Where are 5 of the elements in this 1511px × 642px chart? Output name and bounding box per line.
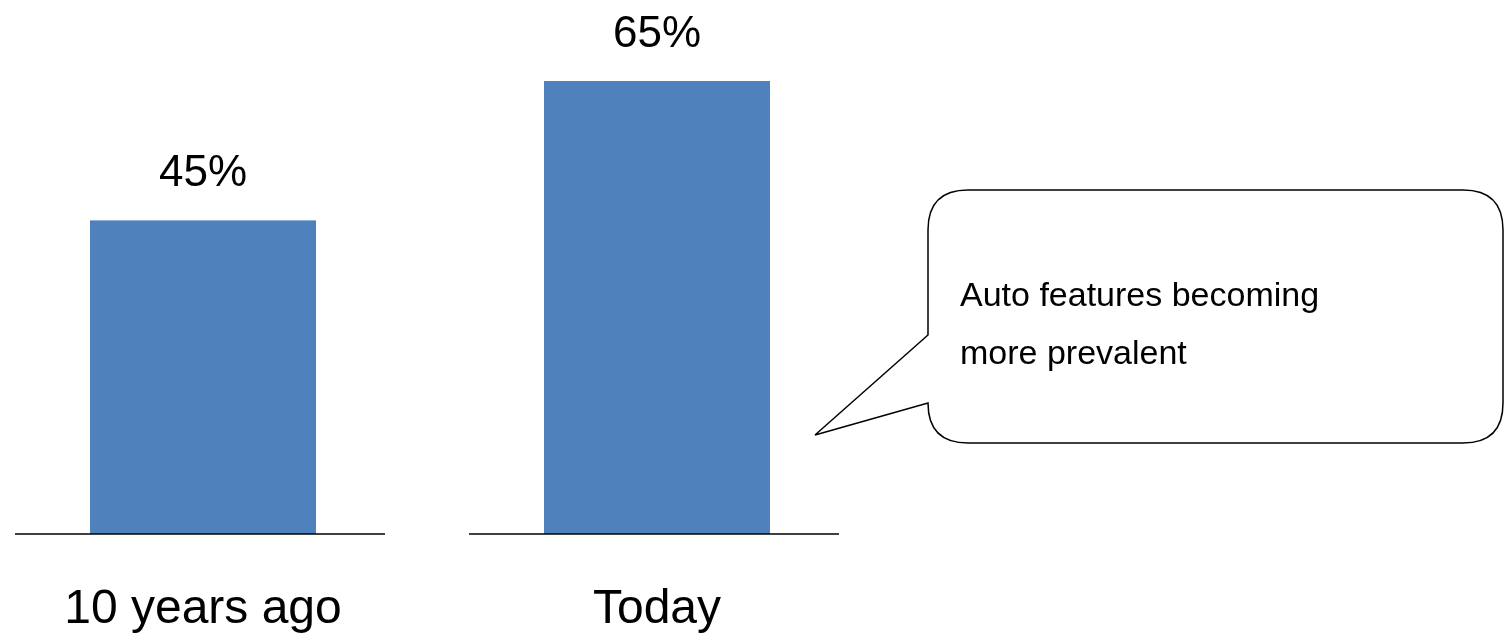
data-label: 65% (612, 7, 702, 56)
data-label: 45% (158, 146, 248, 196)
text: Auto features becoming more prevalent (960, 275, 1320, 371)
x-tick-label: 10 years ago (64, 580, 342, 633)
x-tick-label: Today (592, 580, 722, 633)
